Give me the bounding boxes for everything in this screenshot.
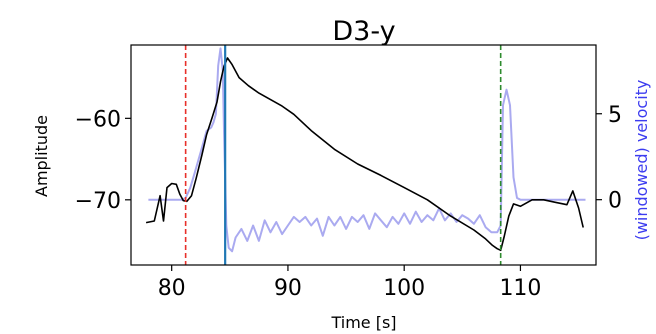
y-axis-label: Amplitude [32,115,51,197]
y-right-tick-label: 5 [608,103,622,128]
plot-frame [130,44,597,266]
series-line-amplitude [145,57,584,252]
chart-title: D3-y [332,16,395,47]
x-tick-label: 100 [383,276,425,301]
plot-area [145,45,586,265]
x-axis-label: Time [s] [330,313,396,332]
y-tick-label: −70 [75,189,121,214]
x-tick-label: 80 [158,276,186,301]
x-tick-label: 110 [499,276,541,301]
y-axis-label-right: (windowed) velocity [632,80,651,241]
y-tick-label: −60 [75,107,121,132]
series-line-velocity [148,47,586,253]
x-tick-label: 90 [274,276,302,301]
axis-ticks: 80 90 100 110 −60 −70 5 0 [75,103,622,301]
y-right-tick-label: 0 [608,189,622,214]
